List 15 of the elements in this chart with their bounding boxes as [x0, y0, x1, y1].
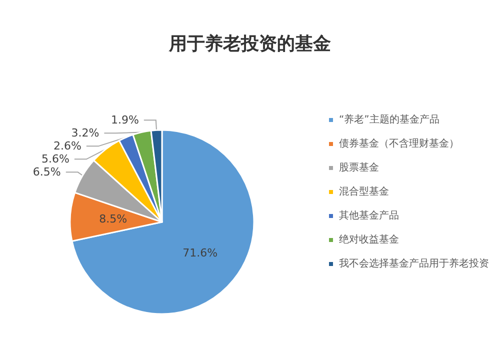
data-label: 71.6%	[182, 246, 218, 260]
legend-label: 混合型基金	[339, 186, 389, 198]
data-label: 5.6%	[41, 152, 70, 166]
legend-label: “养老”主题的基金产品	[339, 114, 440, 126]
chart-title: 用于养老投资的基金	[168, 34, 331, 54]
data-label: 1.9%	[110, 114, 139, 127]
legend-label: 其他基金产品	[339, 210, 399, 222]
legend-label: 债券基金（不含理财基金）	[339, 138, 459, 150]
data-label: 2.6%	[53, 140, 82, 153]
data-label: 8.5%	[99, 212, 128, 226]
legend-label: 股票基金	[339, 162, 379, 174]
data-label: 6.5%	[32, 166, 61, 179]
data-label: 3.2%	[71, 126, 100, 140]
legend-label: 绝对收益基金	[339, 234, 399, 246]
legend-label: 我不会选择基金产品用于养老投资	[339, 258, 489, 270]
